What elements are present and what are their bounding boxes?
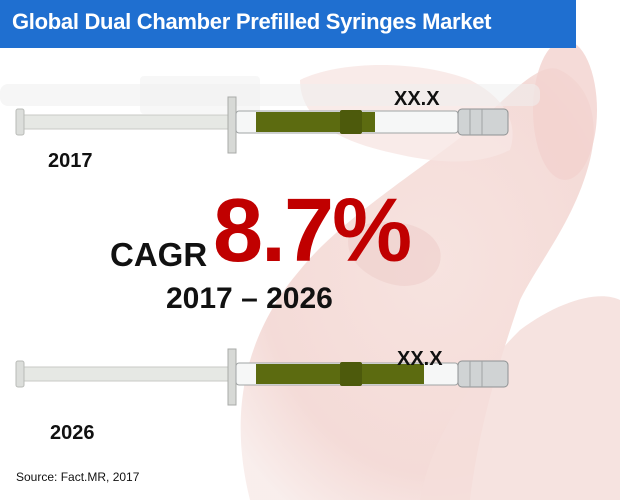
- plunger-rod: [21, 114, 233, 130]
- needle-cap: [457, 360, 509, 388]
- market-value-2026: XX.X: [397, 348, 443, 370]
- year-label-2026: 2026: [50, 422, 95, 444]
- cagr-label: CAGR: [110, 236, 208, 273]
- forecast-period: 2017 – 2026: [166, 282, 333, 315]
- syringe-2017: [15, 96, 509, 154]
- plunger-rod: [21, 366, 233, 382]
- title-banner: Global Dual Chamber Prefilled Syringes M…: [0, 0, 576, 48]
- finger-flange: [227, 96, 237, 154]
- year-label-2017: 2017: [48, 150, 93, 172]
- finger-flange: [227, 348, 237, 406]
- title: Global Dual Chamber Prefilled Syringes M…: [12, 9, 492, 34]
- needle-cap: [457, 108, 509, 136]
- plunger-end: [15, 108, 25, 136]
- syringe-2026: [15, 348, 509, 406]
- source-note: Source: Fact.MR, 2017: [16, 470, 140, 484]
- rubber-stopper: [340, 362, 362, 386]
- market-value-2017: XX.X: [394, 88, 440, 110]
- cagr-value: 8.7%: [213, 181, 412, 281]
- rubber-stopper: [340, 110, 362, 134]
- plunger-end: [15, 360, 25, 388]
